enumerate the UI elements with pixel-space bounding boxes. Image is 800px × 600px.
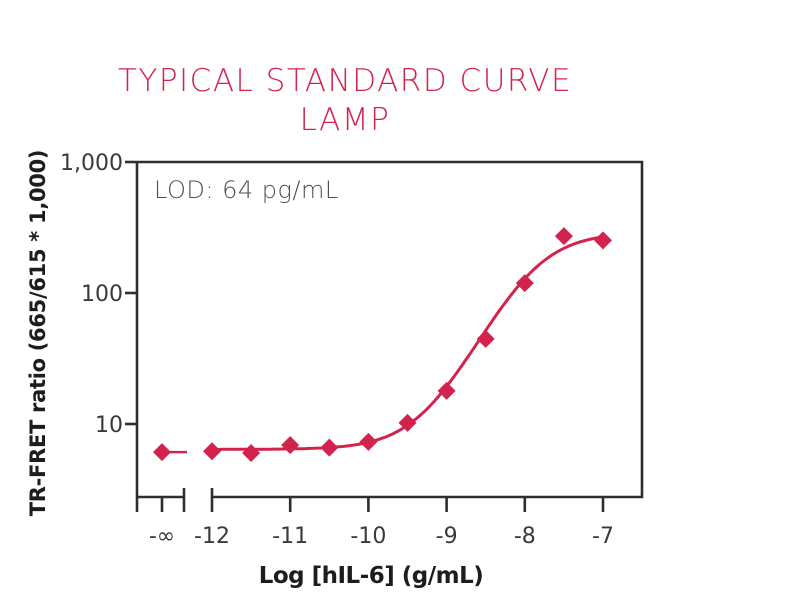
x-tick-label: -∞ (149, 524, 175, 549)
data-point (554, 227, 573, 246)
data-point (153, 443, 171, 462)
data-point (281, 436, 300, 455)
data-point (515, 274, 534, 293)
x-tick-label: -9 (436, 524, 458, 549)
y-tick-label: 100 (81, 282, 123, 307)
x-tick-label: -10 (350, 524, 386, 549)
data-point (320, 438, 339, 457)
y-tick-label: 10 (95, 413, 123, 438)
data-point (398, 413, 417, 432)
data-point (359, 432, 378, 451)
lod-annotation: LOD: 64 pg/mL (154, 176, 339, 204)
data-point (476, 329, 495, 348)
y-tick-label: 1,000 (60, 151, 123, 176)
x-tick-label: -7 (592, 524, 614, 549)
chart-title: TYPICAL STANDARD CURVE LAMP (60, 62, 630, 140)
data-point (242, 444, 261, 463)
chart-title-line2: LAMP (299, 102, 391, 138)
chart-title-line1: TYPICAL STANDARD CURVE (117, 63, 573, 99)
plot-frame (135, 160, 644, 512)
x-tick-label: -12 (194, 524, 230, 549)
data-point (203, 442, 221, 461)
data-point (594, 231, 612, 250)
x-tick-label: -8 (514, 524, 536, 549)
x-tick-label: -11 (272, 524, 308, 549)
x-axis-label: Log [hIL-6] (g/mL) (258, 563, 484, 589)
data-point (437, 381, 456, 400)
